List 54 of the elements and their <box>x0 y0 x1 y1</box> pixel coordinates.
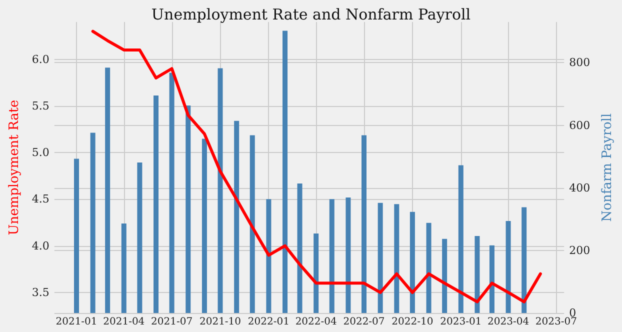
x-tick-label: 2023-04 <box>488 316 530 328</box>
bar <box>362 135 367 313</box>
bar <box>186 106 191 313</box>
bar <box>410 212 415 313</box>
bar <box>329 199 334 313</box>
bar <box>314 234 319 313</box>
x-tick-label: 2021-01 <box>56 316 98 328</box>
bar <box>522 207 527 313</box>
bar <box>218 68 223 313</box>
y-tick-label: 3.5 <box>32 286 50 299</box>
y-tick-label: 4.5 <box>32 192 50 206</box>
x-tick-label: 2021-04 <box>103 316 145 328</box>
y2-tick-label: 600 <box>569 118 590 132</box>
bar <box>74 158 80 313</box>
x-tick-label: 2022-01 <box>248 316 290 328</box>
bar <box>297 183 302 313</box>
bar <box>169 72 174 313</box>
bar <box>426 222 432 313</box>
y2-tick-label: 800 <box>569 56 590 70</box>
y-tick-label: 5.5 <box>32 99 50 112</box>
bar <box>442 238 448 313</box>
x-tick-label: 2021-10 <box>199 316 242 328</box>
y-axis-title: Unemployment Rate <box>7 99 22 236</box>
bar <box>105 68 110 313</box>
bar <box>121 224 126 313</box>
line-series <box>91 30 542 304</box>
bar <box>202 138 207 313</box>
bar <box>506 221 511 313</box>
x-tick-label: 2022-04 <box>295 316 337 328</box>
bar <box>489 245 494 313</box>
bar <box>250 135 255 313</box>
y2-tick-label: 400 <box>569 181 590 194</box>
y-tick-label: 5.0 <box>32 146 50 160</box>
bar <box>346 198 351 313</box>
bar <box>474 236 480 313</box>
bar <box>234 120 240 313</box>
y2-tick-label: 200 <box>569 244 590 257</box>
bar <box>90 132 96 313</box>
bar <box>137 162 142 313</box>
x-tick-label: 2022-10 <box>392 316 434 328</box>
x-tick-label: 2021-07 <box>151 316 193 328</box>
x-tick-label: 2023-07 <box>535 316 577 328</box>
bar <box>266 199 272 313</box>
y-tick-label: 6.0 <box>32 52 50 66</box>
bar <box>458 165 464 313</box>
chart-title: Unemployment Rate and Nonfarm Payroll <box>151 6 471 24</box>
y-tick-label: 4.0 <box>32 239 50 252</box>
x-tick-label: 2022-07 <box>343 316 385 328</box>
x-tick-label: 2023-01 <box>440 316 482 328</box>
bar <box>154 96 159 313</box>
bar <box>282 30 288 313</box>
bar <box>378 202 383 313</box>
bar <box>394 204 400 313</box>
y2-axis-title: Nonfarm Payroll <box>600 113 615 222</box>
